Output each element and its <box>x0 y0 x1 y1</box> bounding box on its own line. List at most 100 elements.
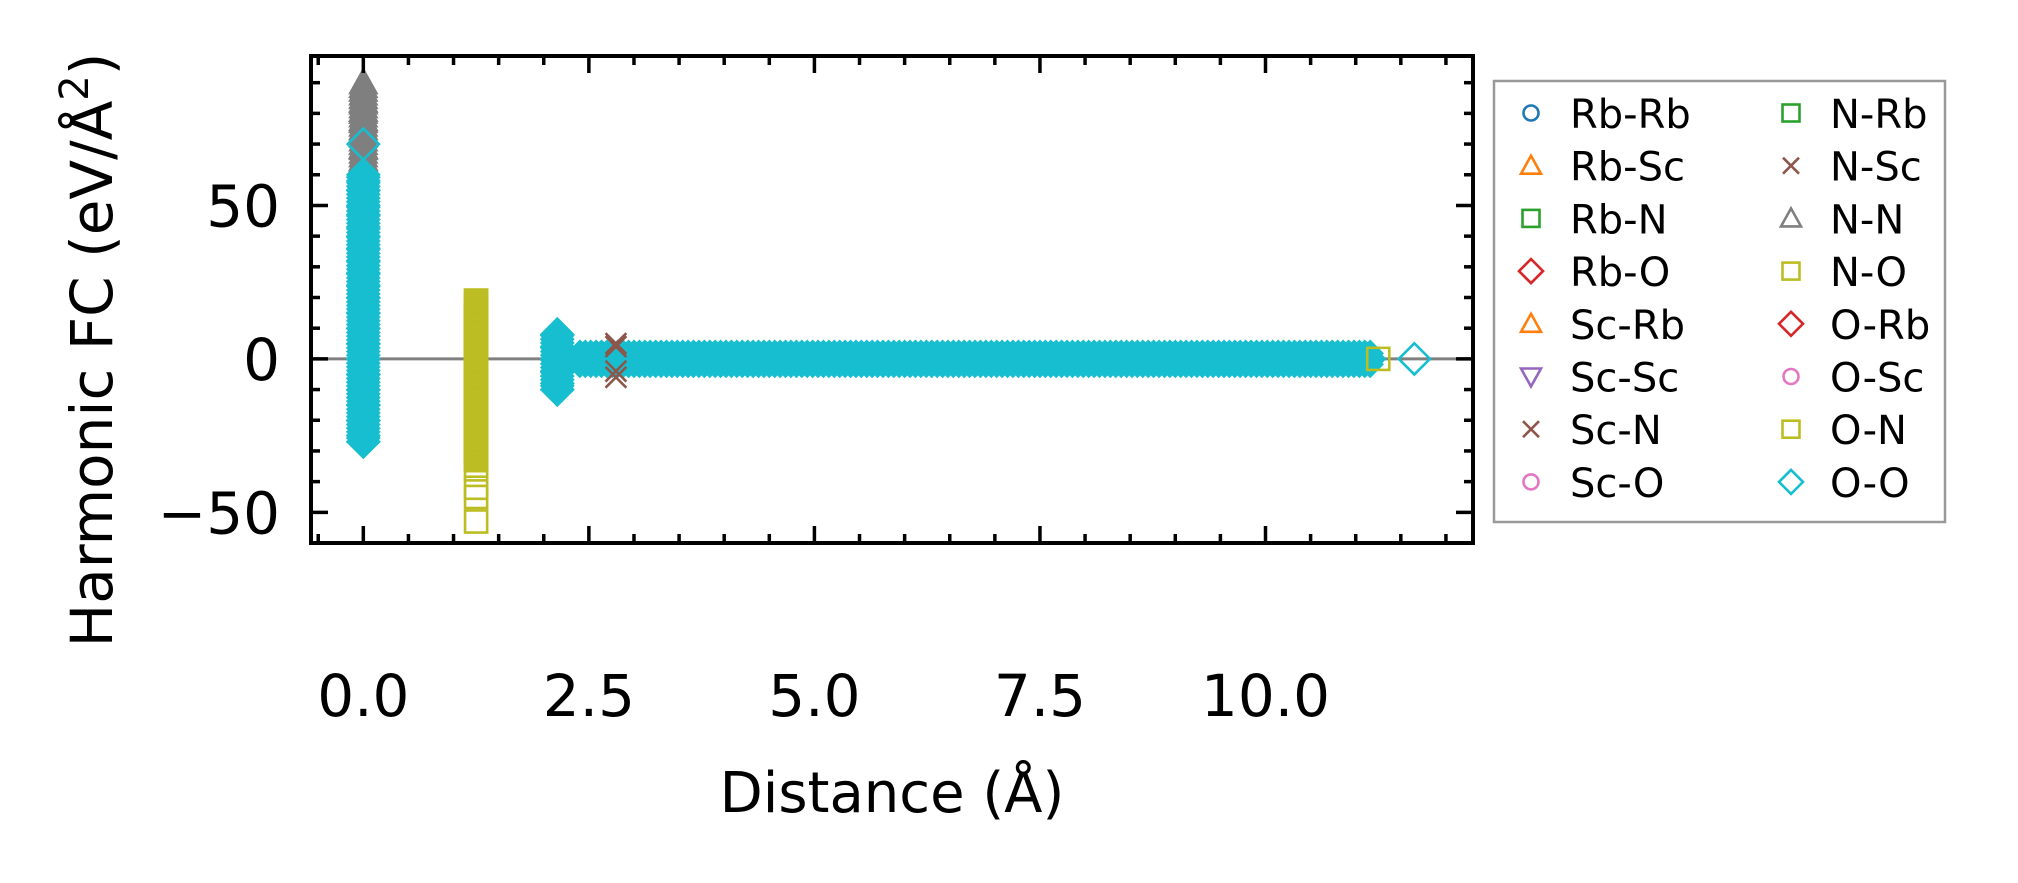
legend-marker-square-icon <box>1781 261 1801 281</box>
data-point-o-o <box>345 172 381 208</box>
data-point-n-o <box>463 315 489 341</box>
y-axis-label: Harmonic FC (eV/Å2) <box>52 53 126 648</box>
data-point-o-o <box>345 402 381 438</box>
legend-marker-triangle-up-icon <box>1518 153 1544 175</box>
data-point-o-o <box>345 218 381 254</box>
x-tick-label: 5.0 <box>768 662 860 730</box>
data-point-n-o <box>1365 346 1391 372</box>
data-point-n-n <box>348 94 379 123</box>
legend-marker-square-icon <box>1781 103 1801 123</box>
data-point-n-n <box>348 113 379 141</box>
data-point-o-o <box>539 353 575 389</box>
data-point-n-n <box>348 74 379 102</box>
data-point-n-o <box>463 423 489 448</box>
legend-label: O-O <box>1830 461 1910 507</box>
legend-item: Rb-O <box>1517 250 1670 296</box>
legend-item: Rb-Rb <box>1522 92 1691 138</box>
data-point-sc-n <box>604 332 628 355</box>
y-tick-label: −50 <box>158 479 280 547</box>
data-point-o-n <box>463 484 489 510</box>
legend-marker-circle-icon <box>1522 473 1540 491</box>
legend-marker-circle-icon <box>1782 367 1800 386</box>
data-point-n-o <box>463 407 489 433</box>
legend-marker-x-icon <box>1522 420 1540 439</box>
legend-marker-circle-icon <box>1522 104 1540 122</box>
data-point-n-o <box>463 331 489 356</box>
y-tick-label: 0 <box>243 326 280 394</box>
data-point-o-o <box>539 365 575 401</box>
x-tick-label: 10.0 <box>1201 662 1330 730</box>
legend-item: N-Sc <box>1782 145 1922 191</box>
x-tick-label: 2.5 <box>543 662 635 730</box>
legend-label: O-N <box>1830 408 1907 454</box>
legend-label: Sc-Rb <box>1570 303 1685 349</box>
legend-label: Rb-N <box>1570 197 1668 243</box>
data-point-n-n <box>348 85 379 113</box>
legend-marker-diamond-icon <box>1517 257 1545 285</box>
data-point-n-o <box>463 377 489 402</box>
x-tick-label: 0.0 <box>317 662 409 730</box>
data-point-n-n <box>348 67 379 95</box>
data-point-o-o <box>345 230 381 266</box>
legend-item: Rb-Sc <box>1518 145 1685 191</box>
data-point-o-o <box>345 418 381 454</box>
legend: Rb-Rb Rb-Sc Rb-N Rb-O Sc-Rb Sc-Sc Sc-N Sc-O N-Rb… <box>1492 79 1947 524</box>
legend-item: N-N <box>1778 197 1904 243</box>
legend-item: Sc-N <box>1522 408 1662 454</box>
tick-labels: 0.0 2.5 5.0 7.5 10.0 −50 0 50 <box>158 172 1330 730</box>
data-point-o-o <box>345 163 381 199</box>
legend-frame <box>1492 79 1947 524</box>
legend-label: Sc-O <box>1570 461 1664 507</box>
legend-marker-x-icon <box>1782 156 1800 175</box>
legend-label: O-Rb <box>1830 303 1930 349</box>
legend-item: Rb-N <box>1521 197 1668 243</box>
data-point-o-o <box>345 159 381 195</box>
legend-label: N-Rb <box>1830 92 1928 138</box>
data-point-o-o <box>539 329 575 365</box>
x-tick-label: 7.5 <box>994 662 1086 730</box>
legend-marker-triangle-up-icon <box>1518 311 1544 334</box>
legend-item: O-Sc <box>1782 356 1924 402</box>
y-axis-label-superscript: 2 <box>52 75 98 100</box>
legend-marker-diamond-icon <box>1777 468 1805 496</box>
legend-marker-diamond-icon <box>1777 309 1805 338</box>
data-point-n-o <box>463 288 489 313</box>
data-point-n-o <box>463 288 489 314</box>
data-point-n-o <box>463 392 489 418</box>
legend-item: Sc-O <box>1522 461 1664 507</box>
axes-frame <box>309 54 1475 545</box>
data-point-sc-n <box>604 359 628 383</box>
data-point-o-o <box>345 209 381 245</box>
data-point-sc-n <box>604 335 628 358</box>
legend-label: Sc-N <box>1570 408 1662 454</box>
legend-item: O-N <box>1781 408 1907 454</box>
legend-item: Sc-Sc <box>1518 356 1679 402</box>
data-point-o-o <box>1396 341 1432 377</box>
legend-item: Sc-Rb <box>1518 303 1685 349</box>
legend-label: Rb-Sc <box>1570 145 1685 191</box>
y-tick-label: 50 <box>206 172 280 240</box>
data-point-o-o <box>539 316 575 352</box>
data-point-sc-n <box>604 365 628 389</box>
legend-label: O-Sc <box>1830 356 1924 402</box>
data-point-o-o <box>539 372 575 408</box>
legend-label: Sc-Sc <box>1570 356 1679 402</box>
data-point-n-o <box>463 361 489 387</box>
data-point-n-o <box>463 346 489 372</box>
legend-item: N-O <box>1781 250 1907 296</box>
x-axis-label: Distance (Å) <box>720 760 1065 826</box>
data-point-o-o <box>345 267 381 303</box>
legend-label: N-Sc <box>1830 145 1922 191</box>
data-point-o-o <box>345 424 381 460</box>
legend-marker-square-icon <box>1781 419 1801 440</box>
data-point-o-o <box>345 197 381 233</box>
legend-item: O-O <box>1777 461 1910 507</box>
data-point-o-o <box>345 255 381 291</box>
legend-label: N-O <box>1830 250 1907 296</box>
legend-marker-triangle-down-icon <box>1518 367 1544 390</box>
legend-item: N-Rb <box>1781 92 1928 138</box>
legend-label: N-N <box>1830 197 1904 243</box>
legend-marker-triangle-up-icon <box>1778 205 1804 228</box>
legend-marker-square-icon <box>1521 208 1541 229</box>
